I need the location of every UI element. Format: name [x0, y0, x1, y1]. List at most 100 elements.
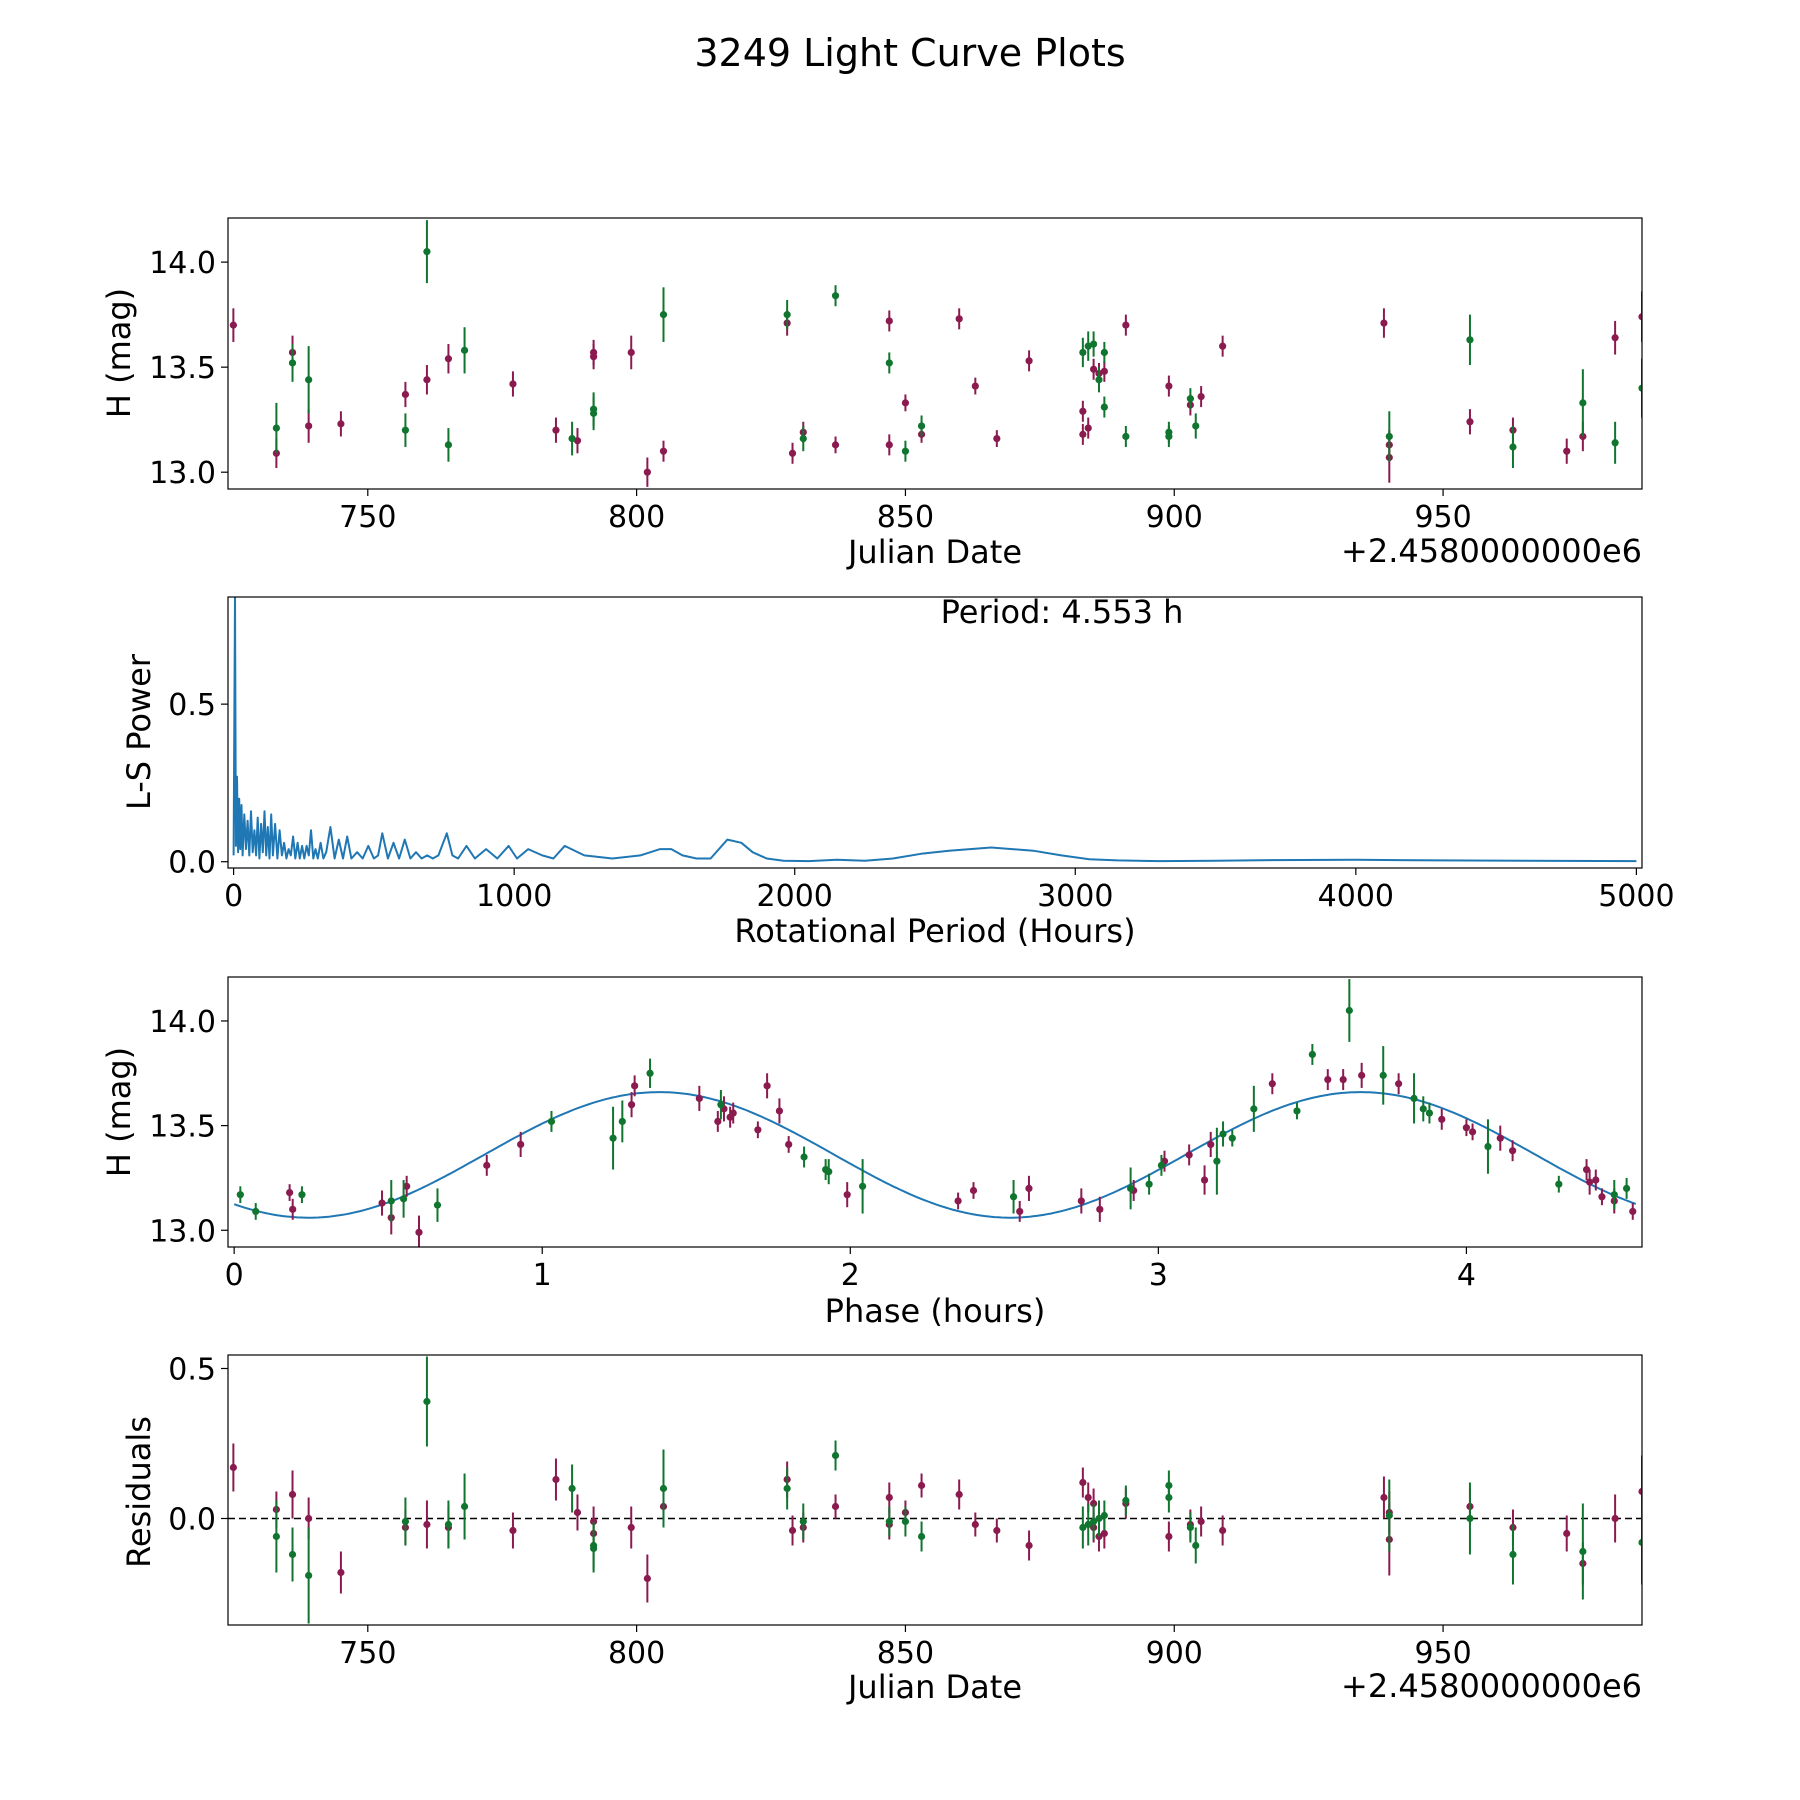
residuals-point-magenta	[1380, 1476, 1388, 1519]
data-point	[229, 1463, 237, 1472]
phased-point-green	[1228, 1129, 1236, 1147]
x-tick-label: 3000	[1037, 879, 1113, 914]
data-point	[1308, 1050, 1316, 1059]
phased-point-green	[399, 1180, 408, 1218]
residuals-point-magenta	[573, 1494, 582, 1531]
residuals-x-offset: +2.4580000000e6	[1341, 1667, 1642, 1705]
data-point	[717, 1101, 725, 1109]
lightcurve-point-magenta	[401, 381, 410, 408]
lightcurve-point-green	[1385, 411, 1393, 462]
data-point	[646, 1069, 654, 1077]
data-point	[1090, 365, 1098, 373]
lightcurve-point-green	[460, 327, 469, 374]
data-point	[1079, 1523, 1087, 1532]
figure-title: 3249 Light Curve Plots	[694, 31, 1125, 75]
residuals-point-magenta	[643, 1554, 651, 1603]
lightcurve-point-magenta	[1100, 360, 1108, 382]
data-point	[483, 1161, 491, 1169]
phased-point-magenta	[1339, 1069, 1347, 1091]
y-tick-label: 14.0	[149, 1005, 216, 1040]
phased-point-magenta	[1200, 1165, 1209, 1195]
x-tick-label: 850	[877, 500, 934, 535]
data-point	[831, 292, 840, 300]
data-point	[1438, 1115, 1446, 1123]
lightcurve-point-green	[659, 287, 668, 342]
data-point	[993, 1526, 1001, 1535]
data-point	[1324, 1075, 1332, 1084]
data-point	[378, 1199, 386, 1207]
x-tick-label: 750	[339, 1636, 396, 1671]
residuals-point-green	[401, 1497, 410, 1546]
data-point	[901, 1517, 910, 1526]
data-point	[272, 1532, 280, 1541]
data-point	[1127, 1184, 1135, 1192]
lightcurve-point-green	[272, 402, 280, 454]
data-point	[785, 1140, 793, 1149]
data-point	[433, 1201, 442, 1209]
data-point	[729, 1109, 737, 1117]
data-point	[1016, 1207, 1024, 1216]
residuals-point-green	[885, 1506, 893, 1537]
data-point	[1025, 1184, 1033, 1192]
data-point	[1555, 1180, 1563, 1188]
lightcurve-point-green	[901, 440, 910, 462]
data-point	[1385, 1511, 1393, 1520]
data-point	[415, 1228, 423, 1236]
phased-point-magenta	[1468, 1123, 1477, 1141]
phased-point-magenta	[695, 1085, 703, 1111]
data-point	[799, 1517, 807, 1526]
data-point	[1165, 1493, 1173, 1502]
data-point	[1219, 342, 1227, 350]
data-point	[885, 1493, 893, 1502]
phased-point-green	[1127, 1167, 1135, 1210]
data-point	[627, 1101, 636, 1109]
data-point	[917, 422, 926, 430]
data-point	[573, 1508, 582, 1517]
data-point	[589, 1544, 598, 1553]
phased-point-green	[433, 1188, 442, 1222]
phased-point-magenta	[1598, 1188, 1606, 1206]
data-point	[1200, 1176, 1209, 1184]
residuals-ylabel: Residuals	[120, 1416, 158, 1568]
phased-point-green	[236, 1186, 244, 1204]
phased-point-green	[859, 1159, 867, 1214]
data-point	[627, 1523, 635, 1532]
x-tick-label: 800	[608, 500, 665, 535]
data-point	[1622, 1184, 1631, 1192]
y-tick-label: 13.0	[149, 456, 216, 491]
data-point	[509, 380, 517, 388]
lightcurve-point-magenta	[1563, 438, 1571, 464]
lightcurve-point-magenta	[971, 377, 979, 395]
data-point	[547, 1117, 556, 1126]
data-point	[831, 441, 840, 449]
lightcurve-point-magenta	[993, 430, 1001, 447]
data-point	[993, 434, 1001, 443]
data-point	[509, 1526, 517, 1535]
data-point	[1563, 447, 1571, 455]
data-point	[305, 376, 313, 384]
data-point	[337, 1568, 345, 1577]
lightcurve-point-magenta	[552, 417, 560, 443]
data-point	[831, 1451, 840, 1460]
lightcurve-point-green	[1466, 314, 1474, 366]
x-tick-label: 2000	[757, 879, 833, 914]
phased-point-green	[1009, 1180, 1018, 1214]
x-tick-label: 1	[533, 1258, 552, 1293]
periodogram-plot-area	[232, 597, 1637, 863]
data-point	[917, 1532, 926, 1541]
lightcurve-point-magenta	[1025, 350, 1033, 372]
data-point	[401, 426, 410, 434]
lightcurve-point-green	[1509, 425, 1517, 468]
data-point	[423, 1397, 431, 1406]
data-point	[1079, 348, 1087, 357]
data-point	[618, 1117, 626, 1126]
y-tick-label: 13.5	[149, 1110, 216, 1145]
residuals-point-magenta	[1165, 1521, 1173, 1552]
data-point	[1165, 382, 1173, 390]
data-point	[1100, 367, 1108, 375]
data-point	[1395, 1080, 1403, 1088]
residuals-point-magenta	[1611, 1494, 1619, 1543]
phased-point-green	[1157, 1154, 1166, 1176]
residuals-point-magenta	[1563, 1515, 1571, 1552]
data-point	[917, 1481, 926, 1490]
